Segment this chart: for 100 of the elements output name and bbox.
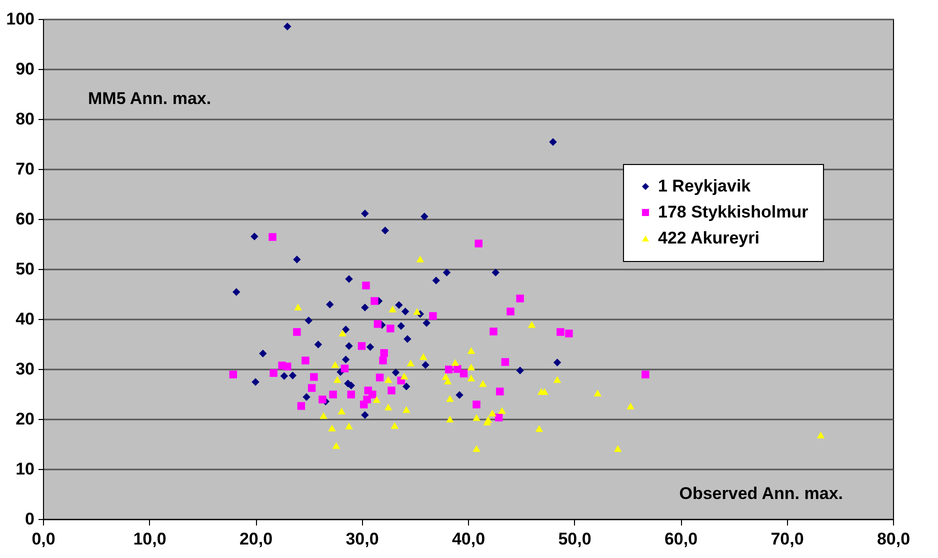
point <box>338 408 346 414</box>
point <box>376 374 384 382</box>
point <box>494 414 503 422</box>
point <box>492 268 500 276</box>
point <box>488 410 496 416</box>
y-axis-title: MM5 Ann. max. <box>88 89 212 108</box>
point <box>361 304 369 312</box>
x-tick-label: 0,0 <box>32 530 56 548</box>
y-tick-label: 90 <box>16 60 34 78</box>
point <box>229 370 238 378</box>
point <box>553 376 562 383</box>
point <box>366 343 374 351</box>
point <box>474 240 482 248</box>
point <box>395 301 403 309</box>
point <box>535 425 544 432</box>
point <box>432 276 440 284</box>
point <box>284 22 292 30</box>
point <box>342 356 350 364</box>
y-tick-label: 40 <box>16 310 34 328</box>
point <box>302 393 310 401</box>
point <box>318 396 326 404</box>
point <box>361 210 369 218</box>
point <box>516 294 524 302</box>
point <box>314 340 322 348</box>
point <box>328 424 336 432</box>
point <box>498 407 506 414</box>
point <box>400 372 408 380</box>
point <box>429 312 437 320</box>
point <box>259 350 267 358</box>
point <box>397 322 405 330</box>
point <box>310 373 318 381</box>
point <box>402 406 410 413</box>
point <box>556 328 564 336</box>
point <box>456 391 464 399</box>
point <box>553 358 562 366</box>
point <box>614 445 622 452</box>
point <box>516 366 524 374</box>
point <box>386 324 394 332</box>
point <box>446 416 454 422</box>
point <box>329 390 337 398</box>
x-axis-title: Observed Ann. max. <box>679 484 843 503</box>
point <box>345 275 353 283</box>
point <box>479 380 487 387</box>
y-tick-label: 50 <box>16 260 34 278</box>
point <box>372 396 380 403</box>
point <box>302 356 310 364</box>
point <box>501 358 510 366</box>
point <box>326 300 334 308</box>
x-tick-label: 60,0 <box>664 530 698 548</box>
y-tick-label: 0 <box>25 510 34 528</box>
point <box>392 368 400 376</box>
point <box>380 349 388 357</box>
point <box>294 304 302 310</box>
point <box>472 414 480 421</box>
point <box>420 353 428 360</box>
y-tick-label: 70 <box>16 160 34 178</box>
point <box>472 400 480 408</box>
y-tick-label: 10 <box>16 460 34 478</box>
point <box>467 364 476 370</box>
point <box>406 360 414 366</box>
legend-label: 422 Akureyri <box>658 228 760 248</box>
point <box>420 212 428 220</box>
point <box>402 382 410 390</box>
point <box>626 402 634 410</box>
point <box>332 442 340 449</box>
point <box>422 361 430 369</box>
point <box>345 342 353 350</box>
x-tick-label: 20,0 <box>239 530 273 548</box>
point <box>445 366 453 374</box>
point <box>506 308 514 316</box>
point <box>320 412 328 419</box>
y-tick-label: 30 <box>16 360 34 378</box>
point <box>232 288 240 296</box>
point <box>280 372 288 380</box>
point <box>331 361 340 368</box>
point <box>340 364 349 372</box>
y-tick-label: 60 <box>16 210 34 228</box>
point <box>490 328 498 336</box>
point <box>284 362 292 370</box>
point <box>496 388 504 396</box>
point <box>270 369 278 377</box>
point <box>390 422 399 429</box>
legend-label: 178 Stykkisholmur <box>658 202 809 222</box>
x-tick-label: 80,0 <box>876 530 910 548</box>
point <box>446 395 454 402</box>
point <box>549 138 557 146</box>
point <box>816 432 825 438</box>
x-tick-label: 70,0 <box>770 530 804 548</box>
point <box>293 328 301 336</box>
y-tick-label: 100 <box>6 10 34 28</box>
point <box>384 376 392 383</box>
point <box>381 226 389 234</box>
point <box>268 233 276 241</box>
x-tick-label: 30,0 <box>346 530 379 548</box>
point <box>358 342 366 350</box>
point <box>484 416 492 423</box>
point <box>345 422 353 430</box>
point <box>594 390 602 396</box>
point <box>540 388 548 395</box>
point <box>404 335 412 343</box>
